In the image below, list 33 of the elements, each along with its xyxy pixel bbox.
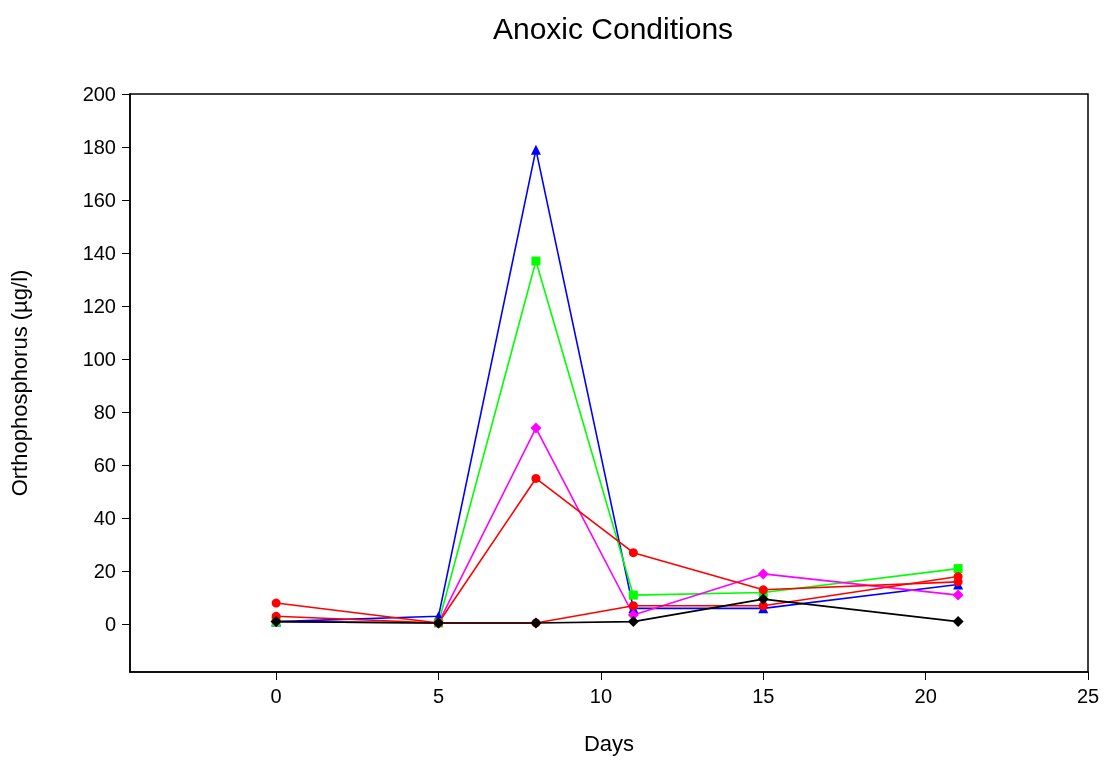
y-tick-label: 80	[93, 401, 116, 424]
x-axis-title: Days	[583, 730, 635, 756]
point	[628, 548, 638, 558]
y-tick-label: 100	[82, 348, 116, 371]
x-tick-label: 10	[589, 685, 613, 707]
point	[628, 590, 638, 600]
point	[952, 589, 964, 601]
point	[757, 593, 769, 605]
x-tick-label: 5	[432, 685, 445, 707]
y-tick-label: 160	[82, 189, 116, 212]
x-tick-label: 0	[270, 685, 282, 707]
point	[757, 568, 769, 580]
point	[530, 422, 542, 434]
point	[531, 256, 541, 266]
x-tick-label: 15	[752, 685, 775, 707]
point	[952, 616, 964, 628]
y-tick-label: 120	[82, 295, 116, 318]
y-tick-label: 20	[93, 560, 116, 583]
y-tick-label: 0	[104, 613, 116, 636]
y-tick-label: 180	[82, 136, 116, 159]
point	[271, 598, 281, 608]
x-tick-label: 25	[1076, 685, 1100, 707]
y-tick-label: 200	[82, 83, 116, 105]
x-tick-label: 20	[914, 685, 937, 707]
y-axis-title: Orthophosphorus (µg/l)	[6, 269, 32, 497]
point	[627, 616, 639, 628]
y-tick-label: 140	[82, 242, 116, 265]
point	[530, 144, 541, 155]
y-tick-label: 60	[93, 454, 116, 477]
point	[953, 564, 963, 574]
point	[531, 473, 541, 483]
y-tick-label: 40	[93, 507, 116, 530]
chart-title: Anoxic Conditions	[492, 11, 734, 45]
